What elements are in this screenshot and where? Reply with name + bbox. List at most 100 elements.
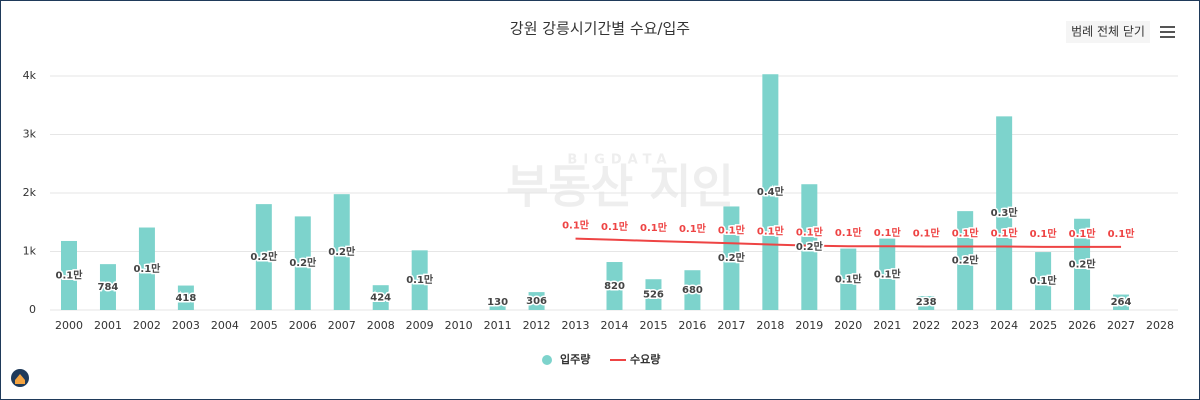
bar — [138, 227, 155, 310]
line-value-label: 0.1만 — [679, 222, 707, 235]
x-tick-label: 2019 — [795, 319, 823, 332]
bar-value-label: 130 — [487, 297, 508, 308]
bar — [61, 240, 77, 310]
x-tick-label: 2018 — [756, 319, 784, 332]
bar-value-label: 526 — [643, 290, 664, 301]
bar-value-label: 0.1만 — [133, 262, 161, 275]
x-tick-label: 2014 — [601, 319, 629, 332]
line-value-label: 0.1만 — [718, 223, 746, 236]
bar-value-label: 0.4만 — [757, 185, 785, 198]
bar-value-label: 0.1만 — [835, 272, 863, 285]
bar-value-label: 306 — [526, 296, 547, 307]
bar — [957, 211, 974, 310]
bar-value-label: 680 — [682, 285, 703, 296]
line-value-label: 0.1만 — [835, 226, 863, 239]
x-tick-label: 2017 — [717, 319, 745, 332]
bar-value-label: 0.1만 — [1030, 274, 1058, 287]
line-value-label: 0.1만 — [874, 226, 902, 239]
bar — [333, 194, 350, 310]
x-tick-label: 2012 — [523, 319, 551, 332]
legend-toggle[interactable] — [1066, 21, 1150, 43]
x-tick-label: 2023 — [951, 319, 979, 332]
bar — [801, 184, 818, 310]
x-tick-label: 2009 — [406, 319, 434, 332]
bar — [879, 238, 896, 310]
bar-value-label: 0.2만 — [1069, 257, 1097, 270]
bar — [996, 116, 1013, 311]
watermark: 부동산 지인 — [506, 160, 734, 214]
bar — [762, 74, 779, 311]
menu-bar[interactable] — [1160, 36, 1175, 38]
bar-value-label: 0.1만 — [874, 267, 902, 280]
y-tick-label: 2k — [23, 186, 37, 199]
bar — [411, 250, 428, 310]
x-tick-label: 2021 — [873, 319, 901, 332]
x-tick-label: 2027 — [1107, 319, 1135, 332]
bar-value-label: 0.2만 — [250, 250, 278, 263]
bar — [1074, 218, 1091, 310]
y-tick-label: 0 — [29, 303, 36, 316]
bar — [723, 206, 740, 310]
legend-label: 입주량 — [560, 353, 590, 366]
menu-icon[interactable] — [1160, 26, 1175, 38]
x-tick-label: 2008 — [367, 319, 395, 332]
menu-bar[interactable] — [1160, 26, 1175, 28]
bar-value-label: 424 — [370, 293, 391, 304]
bar-value-label: 0.2만 — [289, 256, 317, 269]
bar — [255, 204, 272, 310]
bar-value-label: 264 — [1111, 297, 1132, 308]
bar-value-label: 0.2만 — [718, 251, 746, 264]
bar — [99, 264, 116, 310]
legend-label: 수요량 — [630, 353, 660, 366]
bar — [1113, 294, 1130, 310]
bar-value-label: 0.2만 — [796, 240, 824, 253]
bar — [1035, 252, 1052, 310]
x-tick-label: 2022 — [912, 319, 940, 332]
line-value-label: 0.1만 — [913, 227, 941, 240]
line-value-label: 0.1만 — [562, 219, 590, 232]
legend-swatch — [542, 355, 552, 365]
line-value-label: 0.1만 — [757, 224, 785, 237]
bar-value-label: 0.3만 — [991, 206, 1019, 219]
bar-value-label: 0.1만 — [406, 273, 434, 286]
x-tick-label: 2004 — [211, 319, 239, 332]
bar-value-label: 238 — [916, 297, 937, 308]
x-tick-label: 2026 — [1068, 319, 1096, 332]
line-value-label: 0.1만 — [952, 227, 980, 240]
y-tick-label: 1k — [23, 245, 37, 258]
x-tick-label: 2015 — [639, 319, 667, 332]
bar — [918, 296, 935, 310]
x-tick-label: 2011 — [484, 319, 512, 332]
bar — [606, 262, 623, 310]
chart-title: 강원 강릉시기간별 수요/입주 — [510, 20, 690, 38]
line-value-label: 0.1만 — [1069, 227, 1097, 240]
bar-value-label: 0.2만 — [328, 245, 356, 258]
x-tick-label: 2001 — [94, 319, 122, 332]
logo-house — [15, 374, 25, 384]
line-value-label: 0.1만 — [601, 220, 629, 233]
x-tick-label: 2013 — [562, 319, 590, 332]
x-tick-label: 2005 — [250, 319, 278, 332]
watermark: BIGDATA — [567, 153, 672, 168]
x-tick-label: 2016 — [678, 319, 706, 332]
legend-toggle-label[interactable]: 범례 전체 닫기 — [1071, 25, 1145, 39]
x-tick-label: 2024 — [990, 319, 1018, 332]
x-tick-label: 2010 — [445, 319, 473, 332]
bar — [489, 302, 506, 310]
bar — [840, 248, 857, 310]
x-tick-label: 2006 — [289, 319, 317, 332]
line-value-label: 0.1만 — [640, 221, 668, 234]
bar — [177, 285, 194, 310]
x-tick-label: 2003 — [172, 319, 200, 332]
bar-value-label: 784 — [98, 282, 119, 293]
x-tick-label: 2002 — [133, 319, 161, 332]
x-tick-label: 2007 — [328, 319, 356, 332]
line-value-label: 0.1만 — [1030, 227, 1058, 240]
menu-bar[interactable] — [1160, 31, 1175, 33]
bar-value-label: 0.1만 — [56, 268, 84, 281]
line-value-label: 0.1만 — [796, 226, 824, 239]
y-tick-label: 4k — [23, 69, 37, 82]
bar — [528, 292, 545, 310]
line — [575, 237, 1122, 248]
